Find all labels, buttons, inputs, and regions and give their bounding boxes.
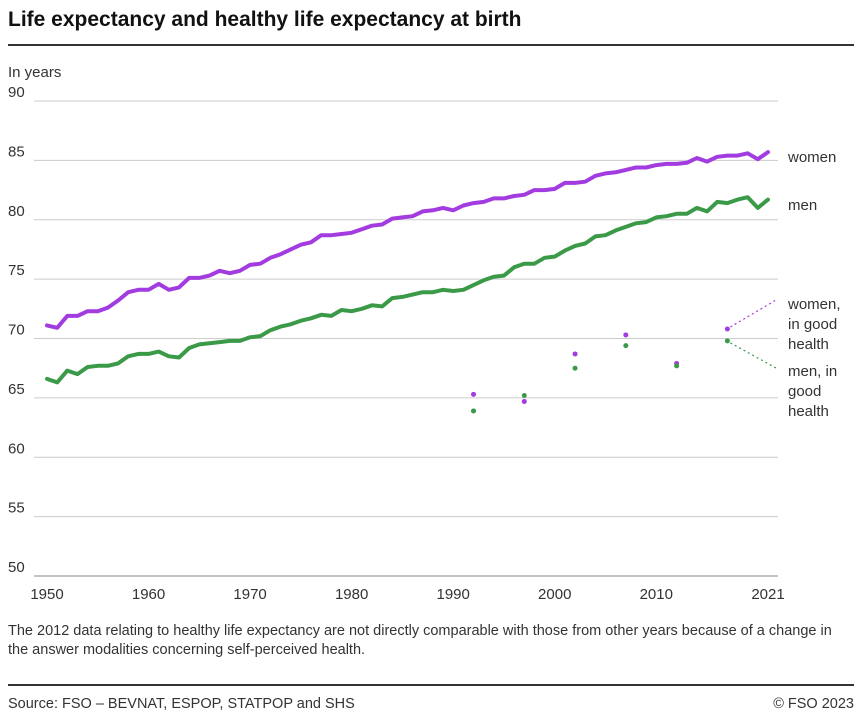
women-health-point [623,332,629,338]
men-health-point [623,343,629,349]
women-health-point [724,326,730,332]
women-health-leader [730,299,777,328]
x-tick-label: 2000 [538,586,571,603]
series-label-women-health: women, in good health [787,296,841,353]
y-tick-label: 70 [8,322,25,339]
men-health-point [674,363,680,369]
men-health-point [724,338,730,344]
y-tick-label: 85 [8,143,25,160]
x-tick-label: 1970 [233,586,266,603]
men-health-point [572,365,578,371]
women-health-point [471,391,477,397]
women-health-point [572,351,578,357]
x-tick-label: 1990 [437,586,470,603]
series-label-women: women [787,149,836,166]
women-health-point [521,398,527,404]
title-divider [8,44,854,46]
x-tick-label: 1960 [132,586,165,603]
series-label-men-health: men, in good health [788,363,837,420]
copyright: © FSO 2023 [773,696,854,712]
y-tick-label: 60 [8,440,25,457]
y-tick-label: 55 [8,500,25,517]
men-health-leader [730,342,777,369]
y-tick-label: 80 [8,203,25,220]
y-tick-label: 90 [8,84,25,101]
footer-divider [8,684,854,686]
footnote: The 2012 data relating to healthy life e… [8,623,832,658]
x-tick-label: 2010 [640,586,673,603]
men-health-point [471,408,477,414]
x-tick-label: 1980 [335,586,368,603]
series-line-men [45,195,770,385]
y-axis-label: In years [8,64,62,81]
men-health-point [521,393,527,398]
chart-title: Life expectancy and healthy life expecta… [8,8,522,31]
source-note: Source: FSO – BEVNAT, ESPOP, STATPOP and… [8,696,355,712]
y-tick-label: 75 [8,262,25,279]
y-tick-label: 50 [8,559,25,576]
x-tick-label: 2021 [751,586,784,603]
series-line-women [45,150,770,330]
y-tick-label: 65 [8,381,25,398]
series-label-men: men [788,197,817,214]
x-tick-label: 1950 [30,586,63,603]
line-chart: 50 55 60 65 70 75 80 85 90 1950 1960 1970 1980 1990 20… [8,84,841,603]
